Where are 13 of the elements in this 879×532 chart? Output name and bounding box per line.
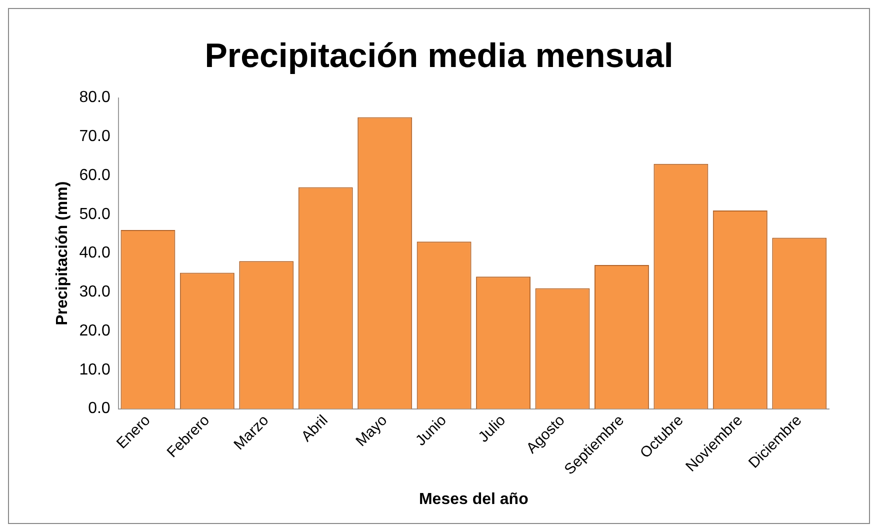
y-tick-label: 50.0 xyxy=(79,206,110,223)
x-tick-label: Julio xyxy=(475,412,510,446)
y-tick-label: 20.0 xyxy=(79,322,110,340)
y-tick-label: 80.0 xyxy=(79,89,110,106)
x-axis-title: Meses del año xyxy=(418,490,529,508)
y-tick-label: 60.0 xyxy=(79,166,110,184)
y-tick-label: 70.0 xyxy=(79,128,110,146)
y-tick-label: 10.0 xyxy=(79,361,110,378)
y-tick-label: 40.0 xyxy=(79,244,110,262)
chart-title: Precipitación media mensual xyxy=(204,36,674,75)
y-tick-label: 30.0 xyxy=(79,284,110,301)
y-axis-title: Precipitación (mm) xyxy=(54,181,72,326)
y-tick-label: 0.0 xyxy=(88,400,110,418)
